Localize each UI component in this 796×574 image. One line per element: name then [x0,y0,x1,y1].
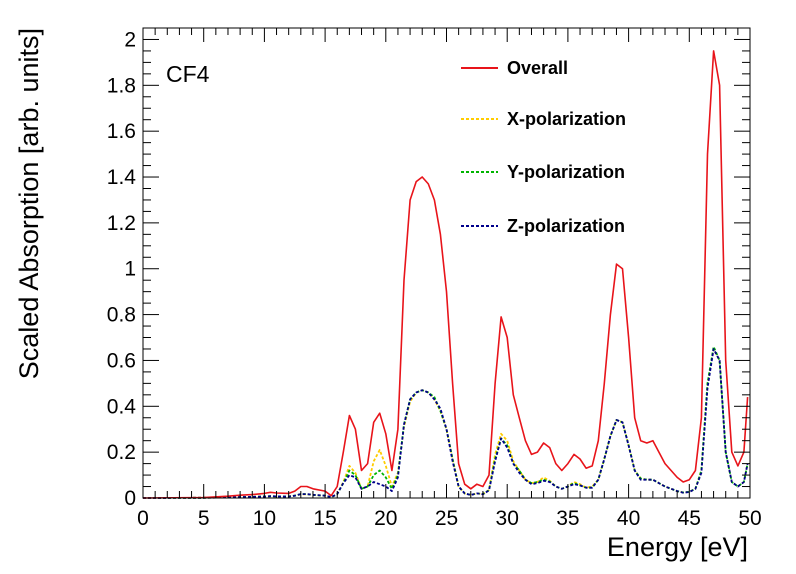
legend: Overall X-polarization Y-polarization Z-pol… [461,58,626,236]
legend-label: Z-polarization [507,216,625,236]
annotation-label: CF4 [166,61,210,87]
x-tick-label: 10 [253,507,276,530]
legend-label: Overall [507,58,568,78]
y-tick-label: 0.4 [107,395,137,418]
legend-label: X-polarization [507,109,626,129]
x-tick-label: 40 [617,507,640,530]
y-tick-label: 0 [124,487,136,510]
x-tick-label: 5 [198,507,210,530]
y-tick-label: 0.8 [107,304,136,327]
series-line-y-polarization [142,345,749,499]
x-tick-label: 20 [374,507,397,530]
y-tick-label: 1.2 [107,212,136,235]
x-axis-title: Energy [eV] [607,532,748,562]
x-tick-label: 35 [556,507,579,530]
y-tick-label: 1 [124,258,136,281]
series-layer [142,50,749,499]
series-line-z-polarization [142,348,749,499]
y-tick-label: 1.8 [107,74,136,97]
y-tick-label: 1.4 [107,166,137,189]
x-axis: 0 5 10 15 20 25 30 35 40 45 50 [137,28,762,530]
y-axis-title: Scaled Absorption [arb. units] [14,28,44,379]
y-tick-label: 1.6 [107,120,136,143]
y-tick-label: 0.2 [107,441,136,464]
x-tick-label: 25 [435,507,458,530]
x-tick-label: 50 [738,507,761,530]
x-tick-label: 15 [313,507,336,530]
x-tick-label: 30 [496,507,519,530]
series-line-overall [142,50,749,499]
y-axis: 0 0.2 0.4 0.6 0.8 1 1.2 1.4 1.6 1.8 2 [107,28,750,510]
x-tick-label: 45 [678,507,701,530]
series-line-x-polarization [142,348,749,499]
y-tick-label: 2 [124,28,136,51]
y-tick-label: 0.6 [107,349,136,372]
x-tick-label: 0 [137,507,149,530]
legend-label: Y-polarization [507,162,625,182]
